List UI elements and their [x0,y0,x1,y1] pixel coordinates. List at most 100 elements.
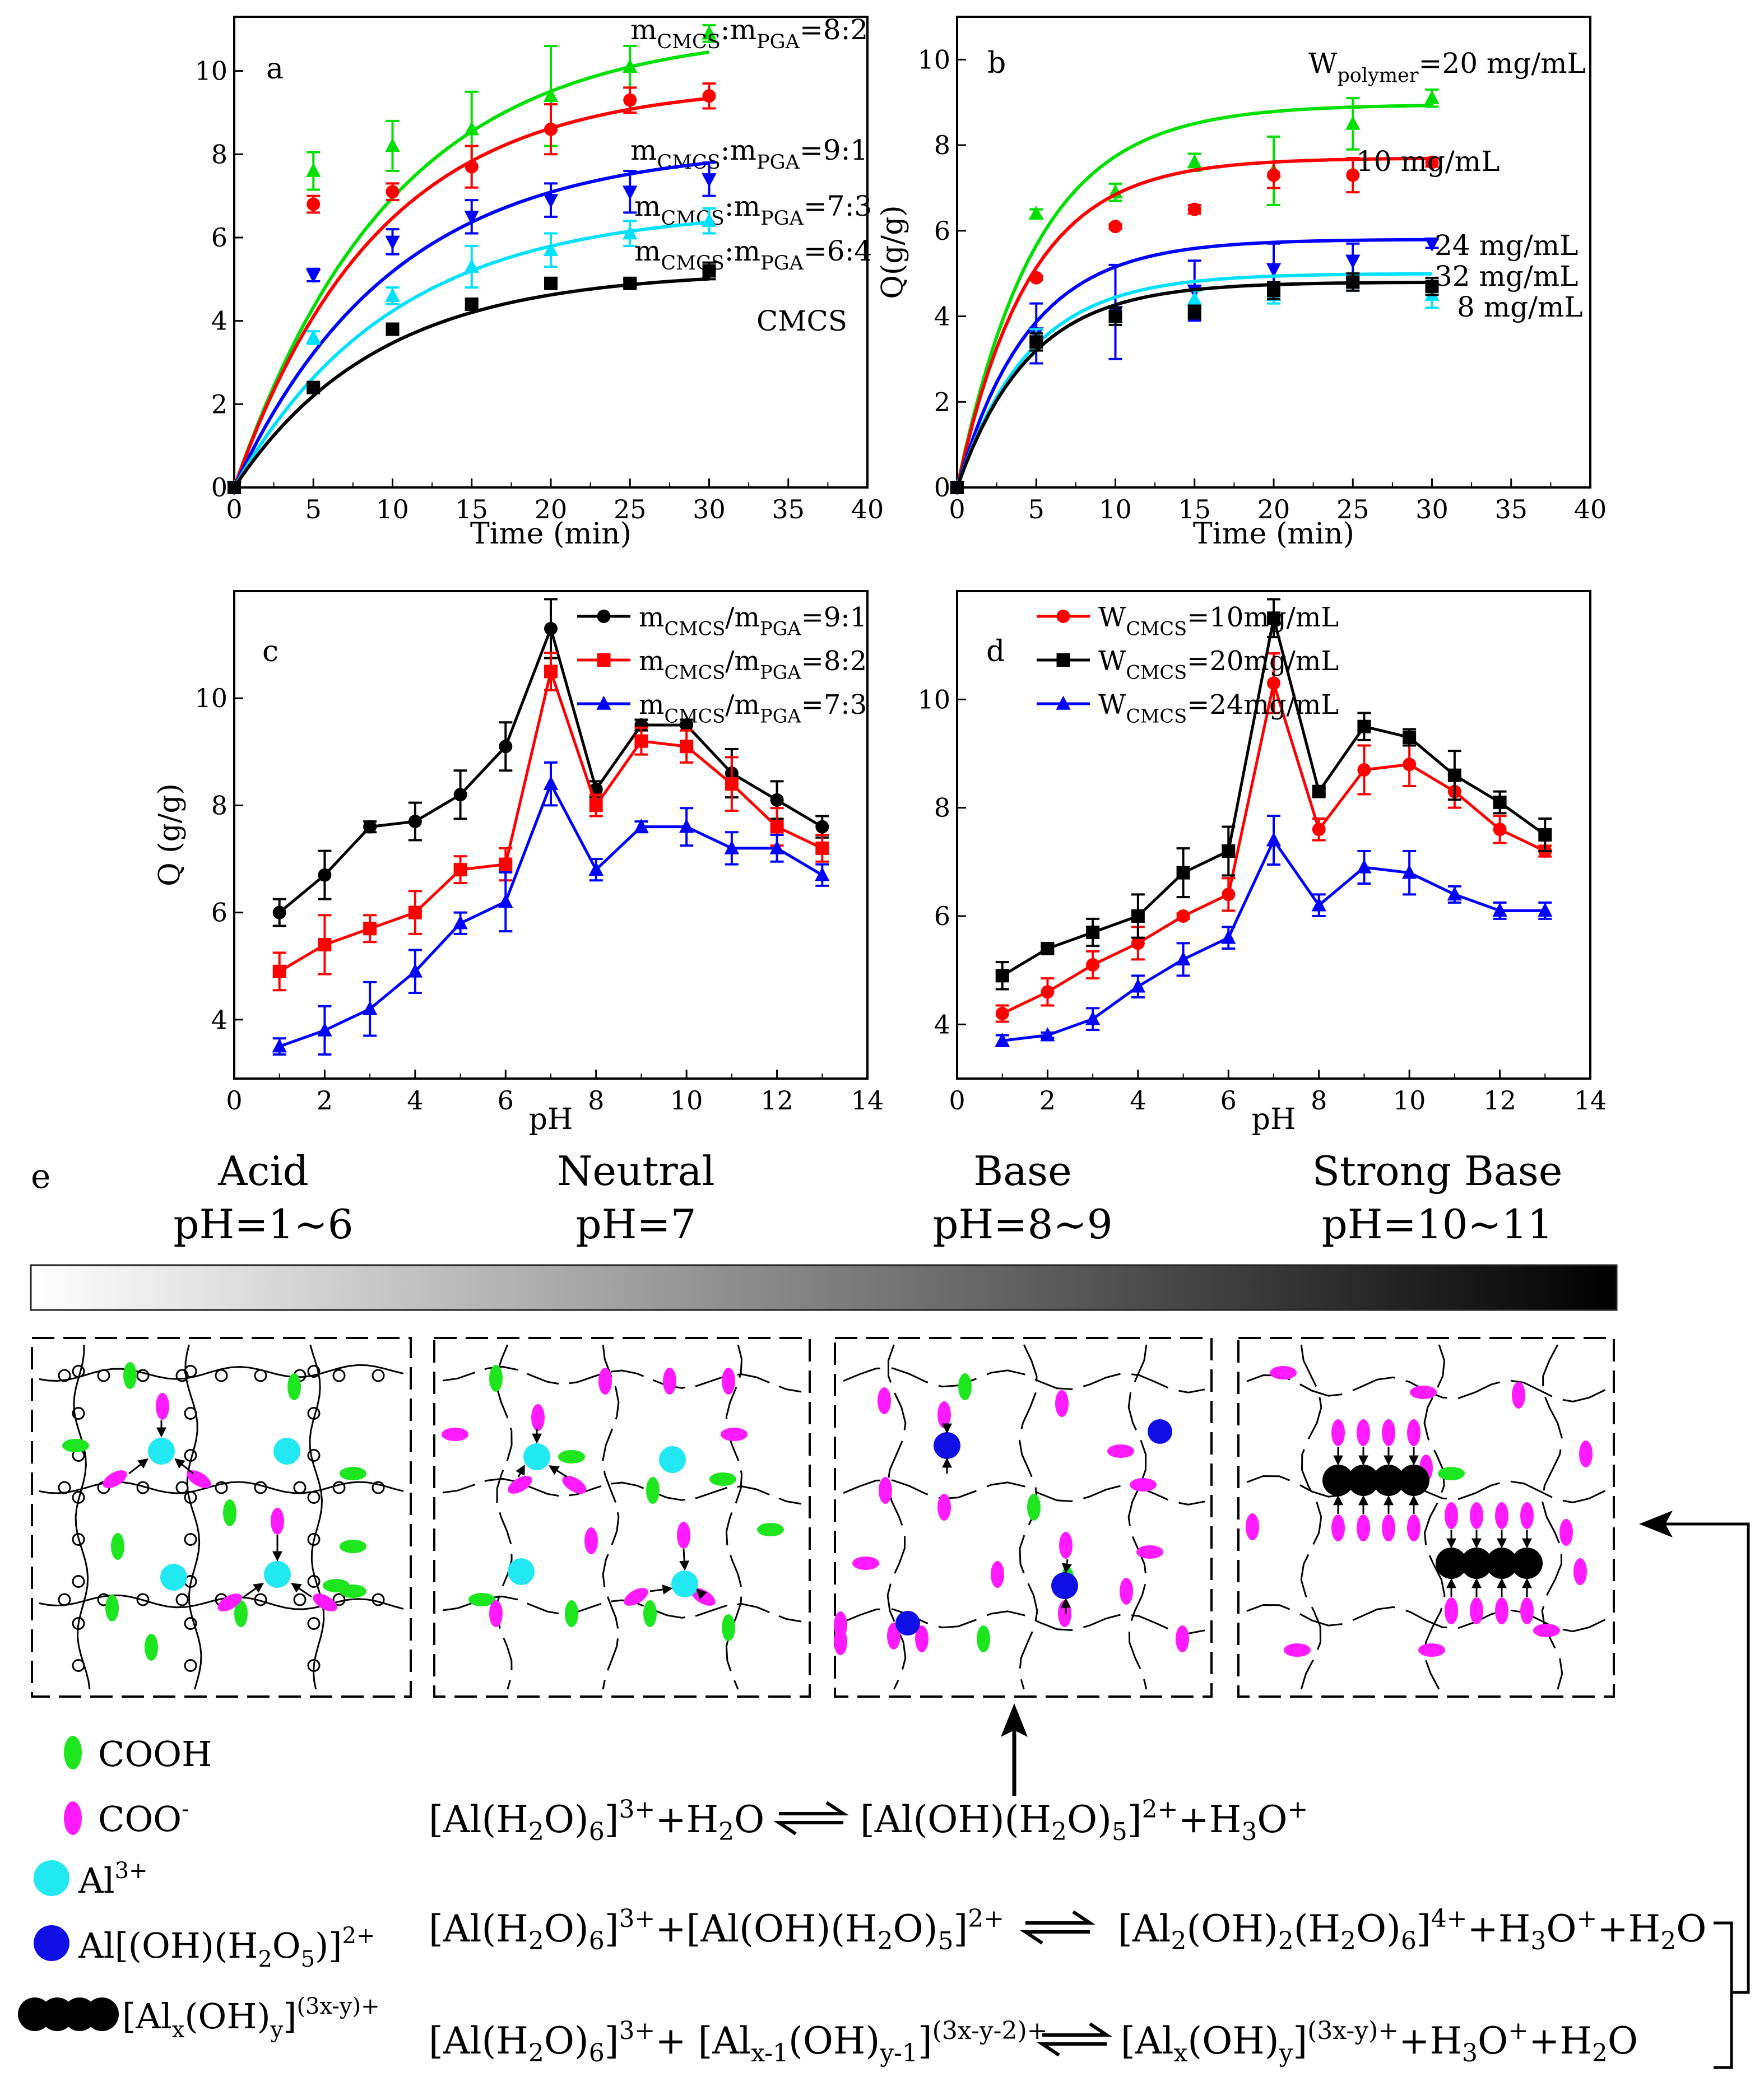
polymer-networks [39,1344,1606,1690]
al-polymer-cluster [1511,1548,1543,1579]
data-point [453,863,467,877]
data-point [453,788,467,802]
data-point [1312,784,1326,798]
network-box-strong-base [1237,1337,1615,1698]
x-tick-label: 35 [772,494,805,524]
al-ion [934,1432,960,1459]
data-point [318,937,332,951]
equilibrium-arrow-3 [1037,2022,1112,2057]
x-tick-label: 2 [1039,1085,1056,1116]
al-ion [1148,1419,1172,1444]
data-point [453,915,468,930]
data-point [464,211,479,225]
data-point [1311,897,1326,912]
polymer-chain [184,1344,202,1690]
data-point [1029,335,1043,349]
x-tick-label: 35 [1494,494,1528,524]
cooh-group [340,1540,366,1553]
coo-group [721,1428,748,1441]
data-point [385,235,400,250]
x-tick-label: 40 [851,494,884,524]
data-point [272,964,286,978]
coo-group [879,1477,892,1504]
data-point [498,894,513,908]
coo-group [1445,1597,1458,1624]
coiled-segment [184,1617,197,1630]
x-tick-label: 6 [1220,1085,1237,1116]
data-point [1187,305,1201,319]
data-point [1221,930,1236,944]
data-point [499,857,513,871]
series-label-b-0: Wpolymer=20 mg/mL [1308,47,1586,87]
series-label-a-3: mCMCS:mPGA=6:4 [634,235,872,275]
cooh-group [722,1614,735,1641]
data-point [1266,832,1282,847]
coordination-arrow [649,1585,673,1595]
x-tick-label: 10 [1393,1085,1426,1116]
coordination-arrow [243,1582,264,1598]
x-tick-label: 6 [498,1085,514,1116]
data-point [543,241,559,257]
legend-alx-swatch [18,1997,119,2031]
data-point [1424,90,1440,104]
data-point [307,197,321,211]
x-tick-label: 30 [1415,494,1449,524]
data-point [1357,763,1371,777]
equation-bracket [1714,1921,1733,2069]
al-ion [273,1438,300,1465]
coo-group [834,1628,847,1655]
data-point [702,25,717,40]
data-point [770,793,784,807]
data-point [464,258,479,273]
x-axis-label-d: pH [1252,1103,1296,1136]
coiled-segment [97,1369,110,1382]
data-point [465,160,479,174]
coo-group [1470,1502,1483,1529]
coo-group [1573,1558,1587,1585]
coo-group [508,1476,532,1494]
x-tick-label: 4 [1130,1085,1146,1116]
data-point [1425,155,1439,169]
x-tick-label: 2 [317,1085,333,1116]
series-a-2 [226,161,717,496]
cooh-group [1438,1467,1465,1480]
x-tick-label: 12 [1483,1085,1516,1116]
x-tick-label: 10 [670,1085,703,1116]
coo-group [1136,1545,1163,1559]
cooh-group [565,1600,578,1627]
cooh-group [105,1595,119,1622]
coiled-segment [72,1365,85,1378]
legend-label-c-0: mCMCS/mPGA=9:1 [639,602,867,639]
cooh-group [558,1450,585,1464]
coiled-segment [293,1481,307,1494]
chart-a-sorption-vs-time-ratio: 0 5 10 15 20 25 30 35 40 0 2 4 6 8 10 Time (min) a mCMCS:… [194,13,884,551]
data-point [1492,902,1507,917]
coiled-segment [184,1659,197,1672]
legend-alx-label: [Alx(OH)y](3x-y)+ [122,1994,380,2043]
data-point [995,1032,1010,1047]
coordination-arrow [1062,1559,1072,1574]
series-d-2 [995,815,1553,1047]
polymer-chain [496,1344,513,1690]
data-point [623,225,638,240]
polymer-chain [1246,1604,1606,1633]
data-point [1267,676,1280,690]
coiled-segment [372,1369,385,1382]
coo-group [624,1588,648,1606]
data-point [1345,115,1361,130]
series-label-a-4: CMCS [756,305,847,337]
equation-2-right: [Al2(OH)2(H2O)6]4++H3O++H2O [1118,1904,1706,1955]
y-tick-label: 4 [211,306,228,336]
series-b-0 [949,88,1440,494]
y-tick-label: 4 [934,301,950,332]
coiled-segment [254,1369,267,1382]
data-point [1085,1011,1101,1025]
data-point [680,718,694,732]
data-point [1538,902,1553,917]
coiled-segment [332,1593,346,1606]
data-point [1086,958,1100,972]
coordination-arrow [174,1458,194,1475]
data-point [363,820,377,834]
equilibrium-arrow-2 [1020,1910,1095,1945]
coiled-segment [72,1491,85,1504]
